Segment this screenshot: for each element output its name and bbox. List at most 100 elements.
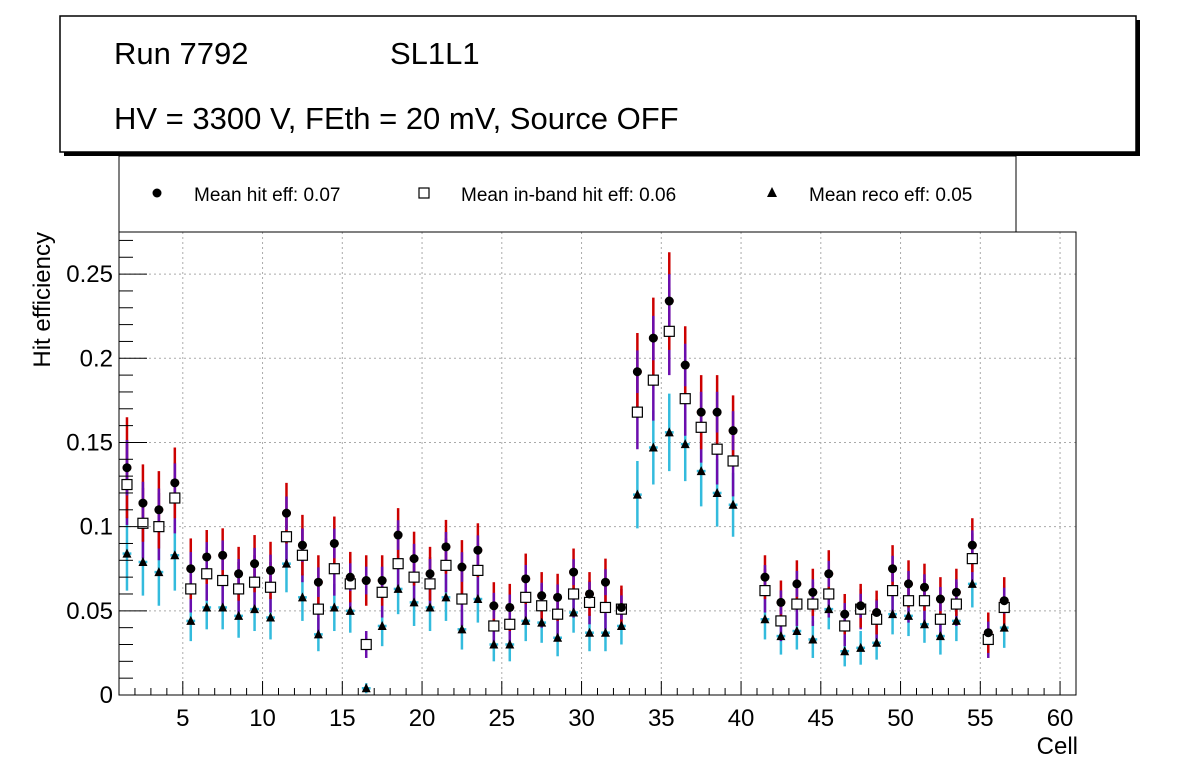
hit-point	[808, 587, 818, 597]
reco-point	[919, 619, 929, 629]
legend-marker-inband	[418, 187, 430, 199]
hit-point	[281, 508, 291, 518]
reco-point	[218, 602, 228, 612]
inband-point	[296, 549, 309, 561]
reco-point	[776, 631, 786, 641]
reco-point	[441, 592, 451, 602]
reco-point	[808, 634, 818, 644]
hit-point	[872, 608, 882, 618]
legend-frame	[118, 155, 1017, 233]
inband-point	[520, 591, 532, 603]
reco-point	[712, 487, 722, 497]
reco-point	[999, 622, 1009, 632]
reco-point	[409, 597, 419, 607]
title-box-frame	[59, 15, 1137, 153]
hit-point	[441, 542, 451, 552]
y-axis-label: Hit efficiency	[29, 232, 56, 368]
reco-point	[728, 499, 738, 509]
y-tick-label: 0.05	[66, 598, 113, 625]
y-tick-label: 0.25	[66, 261, 113, 288]
reco-point	[329, 602, 339, 612]
hit-point	[537, 591, 547, 601]
hit-point	[361, 576, 371, 586]
hit-point	[329, 538, 339, 548]
reco-point	[632, 489, 642, 499]
reco-point	[154, 567, 164, 577]
inband-point	[934, 613, 947, 625]
legend: Mean hit eff: 0.07 Mean in-band hit eff:…	[118, 155, 1017, 233]
inband-point	[886, 585, 899, 597]
hit-point	[138, 498, 148, 508]
inband-point	[552, 608, 564, 620]
legend-label-inband: Mean in-band hit eff: 0.06	[461, 185, 676, 206]
hit-point	[521, 574, 531, 584]
hit-point	[856, 601, 866, 611]
inband-point	[376, 586, 388, 598]
hit-point	[234, 569, 244, 579]
reco-point	[872, 637, 882, 647]
hit-point	[616, 602, 626, 612]
inband-point	[456, 593, 468, 605]
inband-point	[201, 568, 213, 580]
reco-point	[569, 607, 579, 617]
inband-point	[472, 564, 484, 577]
x-tick-label: 60	[1047, 705, 1074, 732]
inband-point	[663, 325, 675, 337]
x-tick-label: 35	[648, 705, 675, 732]
reco-point	[585, 627, 595, 637]
reco-point	[967, 578, 977, 588]
reco-point	[553, 632, 563, 642]
hit-point	[489, 601, 499, 611]
hit-point	[553, 592, 563, 602]
y-tick-label: 0.2	[80, 345, 113, 372]
reco-point	[648, 442, 658, 452]
hit-point	[776, 597, 786, 607]
reco-point	[824, 604, 834, 614]
reco-point	[760, 614, 770, 624]
inband-point	[695, 421, 707, 433]
hit-point	[648, 333, 658, 343]
plot-area: 5 10 15 20 25 30 35 40 45 50 55 60 0 0.05 0.1 0.15 0.2 0.…	[66, 231, 1077, 732]
hit-point	[345, 572, 355, 582]
hit-point	[154, 505, 164, 515]
inband-point	[504, 618, 516, 630]
hit-point	[297, 540, 307, 550]
hit-point	[425, 569, 435, 579]
hit-point	[983, 628, 993, 638]
reco-point	[122, 548, 132, 558]
hit-point	[967, 540, 977, 550]
hit-point	[266, 565, 276, 575]
inband-point	[599, 601, 612, 614]
reco-point	[951, 615, 961, 625]
reco-point	[537, 617, 547, 627]
hit-point	[313, 577, 323, 587]
hit-point	[696, 407, 706, 417]
hit-point	[840, 609, 850, 619]
reco-point	[521, 615, 531, 625]
inband-point	[424, 578, 436, 590]
inband-point	[791, 598, 803, 610]
x-axis-label: Cell	[1037, 733, 1078, 760]
reco-point	[250, 604, 260, 614]
reco-point	[856, 642, 866, 652]
inband-point	[839, 620, 851, 632]
inband-point	[536, 600, 548, 612]
inband-point	[408, 571, 420, 583]
hit-point	[632, 367, 642, 377]
inband-point	[775, 615, 787, 627]
reco-point	[234, 610, 244, 620]
hit-point	[122, 463, 132, 473]
reco-point	[888, 609, 898, 619]
hit-point	[409, 554, 419, 564]
inband-point	[328, 563, 340, 575]
hit-point	[919, 582, 929, 592]
conditions-label: HV = 3300 V, FEth = 20 mV, Source OFF	[114, 101, 679, 136]
hit-point	[760, 572, 770, 582]
hit-point	[728, 426, 738, 436]
reco-point	[664, 427, 674, 437]
hit-point	[186, 564, 196, 574]
reco-point	[266, 612, 276, 622]
inband-point	[567, 588, 580, 600]
inband-point	[759, 585, 771, 597]
